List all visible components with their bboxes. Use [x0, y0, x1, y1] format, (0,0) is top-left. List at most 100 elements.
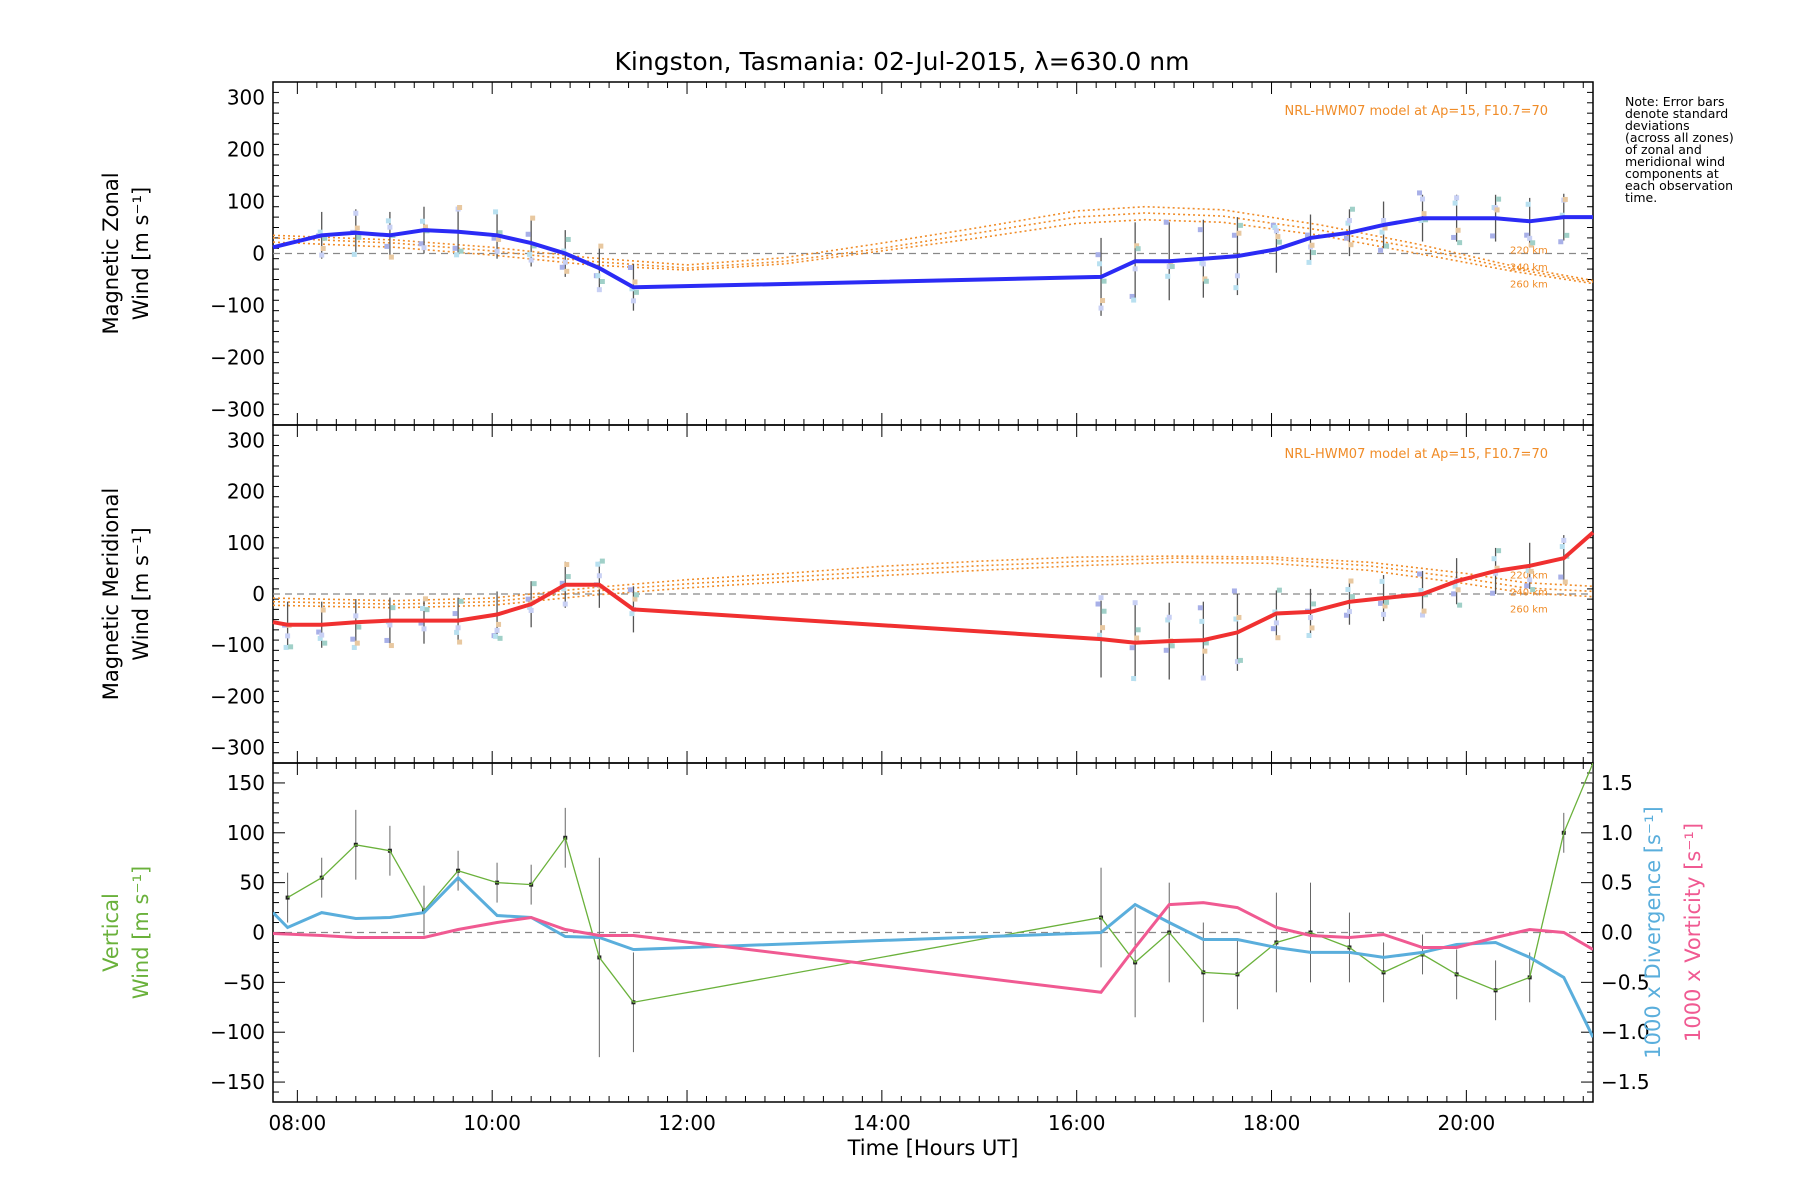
scatter-mark — [1165, 617, 1171, 623]
scatter-mark — [599, 558, 605, 564]
scatter-mark — [596, 287, 602, 293]
model-label: NRL-HWM07 model at Ap=15, F10.7=70 — [1285, 104, 1549, 119]
scatter-mark — [1131, 297, 1137, 303]
scatter-mark — [1199, 618, 1205, 624]
scatter-mark — [424, 607, 430, 613]
scatter-mark — [316, 629, 322, 635]
scatter-mark — [1098, 595, 1104, 601]
vertical-wind-line — [287, 763, 1593, 1004]
scatter-mark — [561, 586, 567, 592]
scatter-mark — [351, 251, 357, 257]
y2-tick-label: −1.0 — [1601, 1020, 1650, 1044]
scatter-mark — [1233, 285, 1239, 291]
scatter-mark — [457, 639, 463, 645]
y-tick-label: −150 — [210, 1070, 265, 1094]
scatter-mark — [629, 286, 635, 292]
scatter-mark — [1382, 225, 1388, 231]
scatter-mark — [1237, 657, 1243, 663]
scatter-mark — [1165, 273, 1171, 279]
scatter-mark — [496, 621, 502, 627]
scatter-mark — [496, 236, 502, 242]
scatter-mark — [356, 624, 362, 630]
scatter-mark — [1490, 233, 1496, 239]
error-bar-note: Note: Error bars denote standard deviati… — [1625, 94, 1734, 205]
scatter-mark — [530, 215, 536, 221]
y-tick-label: 0 — [252, 582, 265, 606]
scatter-mark — [1197, 227, 1203, 233]
y2-tick-label: −0.5 — [1601, 970, 1650, 994]
wind-line-meridional — [272, 530, 1595, 645]
x-tick-label: 16:00 — [1048, 1111, 1106, 1135]
y2-tick-label: −1.5 — [1601, 1070, 1650, 1094]
scatter-mark — [385, 218, 391, 224]
y-tick-label: −300 — [210, 736, 265, 760]
model-height-label: 260 km — [1510, 605, 1548, 616]
scatter-mark — [1378, 600, 1384, 606]
scatter-mark — [1231, 588, 1237, 594]
scatter-mark — [565, 236, 571, 242]
scatter-mark — [1455, 587, 1461, 593]
scatter-mark — [1098, 305, 1104, 311]
model-curve — [272, 555, 1594, 602]
scatter-mark — [1100, 625, 1106, 631]
x-tick-label: 18:00 — [1243, 1111, 1301, 1135]
scatter-mark — [1418, 588, 1424, 594]
scatter-mark — [1379, 578, 1385, 584]
scatter-mark — [1309, 625, 1315, 631]
scatter-mark — [1166, 614, 1172, 620]
scatter-mark — [1131, 676, 1137, 682]
scatter-mark — [1490, 590, 1496, 596]
scatter-mark — [1562, 196, 1568, 202]
model-height-label: 240 km — [1510, 263, 1548, 274]
x-tick-label: 12:00 — [658, 1111, 716, 1135]
scatter-mark — [1132, 266, 1138, 272]
scatter-mark — [491, 235, 497, 241]
divergence-line — [273, 875, 1593, 1038]
scatter-mark — [288, 644, 294, 650]
scatter-mark — [527, 251, 533, 257]
scatter-mark — [1306, 632, 1312, 638]
scatter-mark — [455, 625, 461, 631]
scatter-mark — [1420, 196, 1426, 202]
scatter-mark — [1304, 232, 1310, 238]
scatter-mark — [1346, 218, 1352, 224]
scatter-mark — [1381, 611, 1387, 617]
scatter-mark — [1095, 252, 1101, 258]
scatter-mark — [317, 635, 323, 641]
y-axis-label: Magnetic Zonal — [99, 172, 123, 334]
scatter-mark — [1273, 620, 1279, 626]
y-tick-label: −300 — [210, 397, 265, 421]
scatter-mark — [387, 622, 393, 628]
model-height-label: 220 km — [1510, 571, 1548, 582]
scatter-mark — [1163, 647, 1169, 653]
scatter-mark — [1200, 261, 1206, 267]
scatter-mark — [320, 245, 326, 251]
scatter-mark — [1166, 264, 1172, 270]
scatter-mark — [1343, 612, 1349, 618]
scatter-mark — [525, 231, 531, 237]
scatter-mark — [1273, 228, 1279, 234]
scatter-mark — [421, 626, 427, 632]
scatter-mark — [1384, 599, 1390, 605]
y-tick-label: −200 — [210, 684, 265, 708]
scatter-mark — [1203, 640, 1209, 646]
scatter-mark — [629, 611, 635, 617]
y-tick-label: −50 — [223, 970, 265, 994]
scatter-mark — [454, 629, 460, 635]
scatter-mark — [497, 230, 503, 236]
x-tick-label: 08:00 — [269, 1111, 327, 1135]
scatter-mark — [1234, 659, 1240, 665]
scatter-mark — [452, 245, 458, 251]
scatter-mark — [1310, 250, 1316, 256]
scatter-mark — [528, 257, 534, 263]
scatter-mark — [493, 209, 499, 215]
chart-title: Kingston, Tasmania: 02-Jul-2015, λ=630.0… — [615, 47, 1190, 76]
y-tick-label: 100 — [227, 531, 265, 555]
x-axis-label: Time [Hours UT] — [847, 1136, 1019, 1160]
scatter-mark — [497, 635, 503, 641]
scatter-mark — [1169, 264, 1175, 270]
y-tick-label: −100 — [210, 1020, 265, 1044]
scatter-mark — [565, 574, 571, 580]
scatter-mark — [1134, 635, 1140, 641]
